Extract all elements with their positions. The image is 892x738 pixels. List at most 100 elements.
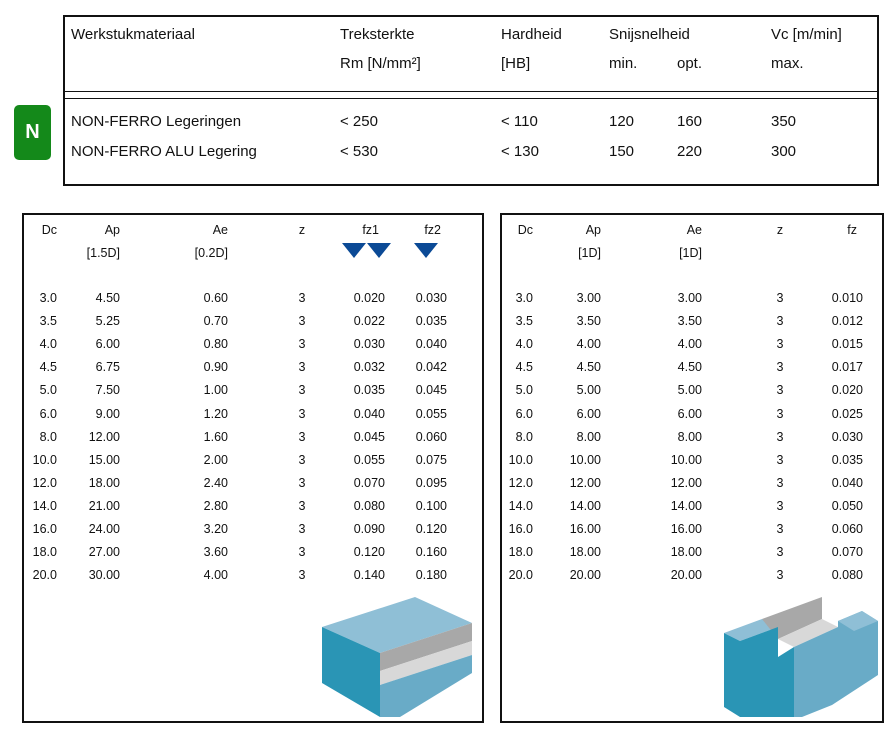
cell-z: 3 [776,522,784,536]
cell-fz2: 0.100 [415,498,447,513]
cell-fz: 0.060 [831,522,863,536]
cell-fz1: 0.035 [353,383,385,398]
cell-z: 3 [776,383,784,398]
cell-ae: 4.50 [677,360,702,375]
cell-dc: 12.0 [508,475,533,490]
cell-dc: 18.0 [508,545,533,560]
cell-dc: 4.5 [39,360,57,375]
cell-fz: 0.012 [831,314,863,329]
cell-ap: 4.50 [95,291,120,305]
cell-z: 3 [776,360,784,375]
cell-fz1: 0.080 [353,498,385,513]
cell-ae: 1.20 [203,406,228,421]
cell-ap: 18.00 [569,545,601,560]
header-z: z [298,223,306,237]
header-fz2: fz2 [424,223,441,237]
header-ae: Ae [686,223,702,237]
header-ae-unit: [1D] [679,246,702,260]
cell-ap: 3.00 [576,291,601,305]
header-ap: Ap [585,223,601,237]
cell-ap: 15.00 [88,452,120,467]
header-tensile: Treksterkte [340,26,415,43]
divider [65,98,877,99]
cell-z: 3 [298,568,306,583]
header-z: z [776,223,784,237]
cell-fz2: 0.042 [415,360,447,375]
cell-dc: 10.0 [32,452,57,467]
cell-dc: 4.0 [515,337,533,352]
cell-ap: 3.50 [576,314,601,329]
material-name: NON-FERRO Legeringen [71,113,242,130]
cell-fz2: 0.055 [415,406,447,421]
cell-z: 3 [298,498,306,513]
cell-ap: 6.00 [95,337,120,352]
cell-fz2: 0.120 [415,522,447,536]
cell-z: 3 [298,475,306,490]
cell-dc: 8.0 [515,429,533,444]
header-material: Werkstukmateriaal [71,26,195,43]
material-rm: < 530 [340,143,378,160]
cell-ae: 5.00 [677,383,702,398]
material-max: 350 [771,113,797,130]
cell-ae: 2.80 [203,498,228,513]
cell-fz: 0.080 [831,568,863,583]
cell-fz: 0.025 [831,406,863,421]
cell-fz2: 0.045 [415,383,447,398]
cell-dc: 14.0 [508,498,533,513]
cell-dc: 5.0 [515,383,533,398]
header-dc: Dc [517,223,533,237]
cell-fz: 0.040 [831,475,863,490]
header-fz: fz [847,223,857,237]
cell-z: 3 [776,452,784,467]
cell-dc: 8.0 [39,429,57,444]
cell-z: 3 [776,291,784,305]
cell-dc: 20.0 [32,568,57,583]
cell-dc: 16.0 [508,522,533,536]
cell-fz1: 0.040 [353,406,385,421]
cell-fz: 0.020 [831,383,863,398]
cell-ae: 12.00 [670,475,702,490]
cell-ae: 3.20 [203,522,228,536]
cell-z: 3 [298,337,306,352]
cell-ap: 10.00 [569,452,601,467]
cell-ae: 1.60 [203,429,228,444]
cell-dc: 12.0 [32,475,57,490]
material-opt: 160 [677,113,703,130]
cell-dc: 3.5 [39,314,57,329]
cell-ap: 4.50 [576,360,601,375]
cell-ae: 20.00 [670,568,702,583]
cell-fz: 0.017 [831,360,863,375]
cell-z: 3 [776,475,784,490]
header-speed-min: min. [609,55,638,72]
cell-z: 3 [298,406,306,421]
cell-dc: 5.0 [39,383,57,398]
cell-fz1: 0.120 [353,545,385,560]
cell-fz: 0.050 [831,498,863,513]
cell-z: 3 [776,498,784,513]
cell-dc: 18.0 [32,545,57,560]
cell-fz: 0.070 [831,545,863,560]
material-table: Werkstukmateriaal Treksterkte Rm [N/mm²]… [63,15,879,186]
cell-ap: 21.00 [88,498,120,513]
header-tensile-unit: Rm [N/mm²] [340,55,421,72]
material-opt: 220 [677,143,703,160]
cell-ae: 0.80 [203,337,228,352]
cell-dc: 4.5 [515,360,533,375]
cell-fz2: 0.180 [415,568,447,583]
cell-fz1: 0.030 [353,337,385,352]
cell-ae: 0.70 [203,314,228,329]
cell-fz1: 0.070 [353,475,385,490]
cell-fz2: 0.060 [415,429,447,444]
cell-ae: 3.60 [203,545,228,560]
cell-z: 3 [776,406,784,421]
cell-ae: 4.00 [203,568,228,583]
header-ae-unit: [0.2D] [194,246,228,260]
cell-ap: 8.00 [576,429,601,444]
cell-ap: 12.00 [88,429,120,444]
cell-fz2: 0.160 [415,545,447,560]
cell-ap: 16.00 [569,522,601,536]
cell-fz: 0.015 [831,337,863,352]
cell-ap: 9.00 [95,406,120,421]
cell-ap: 4.00 [576,337,601,352]
